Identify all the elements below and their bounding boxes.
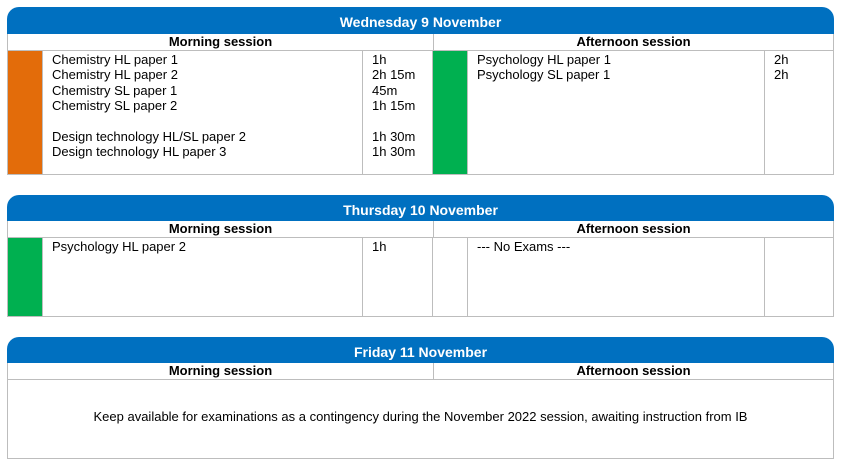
exam-duration: 2h 15m bbox=[372, 67, 416, 83]
day-thursday: Thursday 10 November Morning session Aft… bbox=[7, 195, 834, 317]
exam-duration: 1h 15m bbox=[372, 98, 416, 114]
exam-duration: 1h bbox=[372, 52, 387, 67]
morning-label: Morning session bbox=[8, 363, 434, 379]
afternoon-label: Afternoon session bbox=[576, 363, 691, 378]
day-wednesday: Wednesday 9 November Morning session Aft… bbox=[7, 7, 834, 175]
subject-color-bar bbox=[8, 238, 43, 316]
morning-subjects: Chemistry HL paper 1 Chemistry HL paper … bbox=[43, 51, 363, 174]
day-title: Friday 11 November bbox=[7, 337, 834, 363]
exam-subject: Psychology HL paper 2 bbox=[52, 239, 186, 254]
afternoon-durations bbox=[765, 238, 833, 316]
day-friday: Friday 11 November Morning session After… bbox=[7, 337, 834, 459]
exam-duration: 45m bbox=[372, 82, 398, 98]
afternoon-label: Afternoon session bbox=[576, 34, 691, 49]
session-header-row: Morning session Afternoon session bbox=[7, 34, 834, 51]
exam-row: Chemistry HL paper 1 Chemistry HL paper … bbox=[7, 51, 834, 175]
morning-durations: 1h bbox=[363, 238, 433, 316]
afternoon-durations: 2h 2h bbox=[765, 51, 833, 174]
morning-label: Morning session bbox=[8, 221, 434, 237]
no-exams-text: --- No Exams --- bbox=[477, 239, 571, 254]
exam-duration: 2h bbox=[774, 67, 789, 83]
exam-duration: 1h bbox=[372, 239, 387, 254]
exam-duration: 1h 30m bbox=[372, 129, 416, 145]
subject-color-bar bbox=[433, 51, 468, 174]
morning-label: Morning session bbox=[8, 34, 434, 50]
subject-color-bar bbox=[8, 51, 43, 174]
day-title: Wednesday 9 November bbox=[7, 7, 834, 34]
subject-color-bar bbox=[433, 238, 468, 316]
exam-subject: Chemistry HL paper 1 bbox=[52, 52, 178, 67]
afternoon-subjects: Psychology HL paper 1 Psychology SL pape… bbox=[468, 51, 765, 174]
exam-subject: Design technology HL/SL paper 2 bbox=[52, 129, 246, 145]
contingency-row: Keep available for examinations as a con… bbox=[7, 380, 834, 459]
morning-subjects: Psychology HL paper 2 bbox=[43, 238, 363, 316]
exam-duration: 1h 30m bbox=[372, 144, 416, 160]
exam-subject: Chemistry SL paper 1 bbox=[52, 82, 178, 98]
exam-subject: Design technology HL paper 3 bbox=[52, 144, 227, 160]
exam-subject: Psychology HL paper 1 bbox=[477, 52, 611, 67]
exam-row: Psychology HL paper 2 1h --- No Exams --… bbox=[7, 238, 834, 317]
session-header-row: Morning session Afternoon session bbox=[7, 221, 834, 238]
contingency-note: Keep available for examinations as a con… bbox=[93, 409, 748, 424]
exam-duration: 2h bbox=[774, 52, 789, 67]
exam-subject: Psychology SL paper 1 bbox=[477, 67, 611, 83]
day-title: Thursday 10 November bbox=[7, 195, 834, 221]
morning-durations: 1h 2h 15m 45m 1h 15m 1h 30m 1h 30m bbox=[363, 51, 433, 174]
afternoon-subjects: --- No Exams --- bbox=[468, 238, 765, 316]
exam-subject: Chemistry SL paper 2 bbox=[52, 98, 178, 114]
exam-subject: Chemistry HL paper 2 bbox=[52, 67, 178, 83]
afternoon-label: Afternoon session bbox=[576, 221, 691, 236]
session-header-row: Morning session Afternoon session bbox=[7, 363, 834, 380]
